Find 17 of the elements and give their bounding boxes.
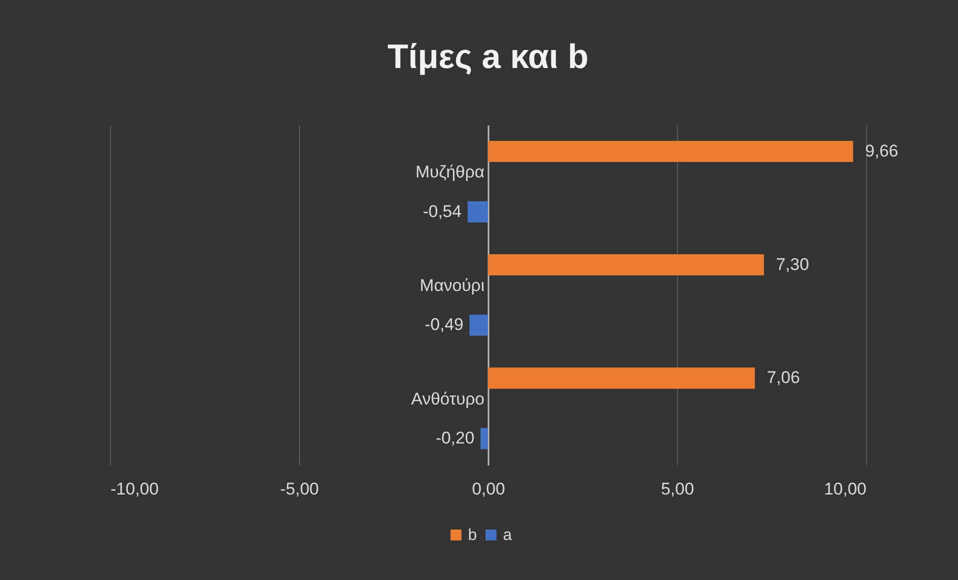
data-label: 7,06 bbox=[766, 368, 800, 388]
data-label: 9,66 bbox=[865, 141, 898, 160]
x-tick-label: 5,00 bbox=[660, 480, 694, 498]
legend-label: b bbox=[468, 527, 477, 544]
x-tick-label: -10,00 bbox=[110, 480, 159, 498]
x-tick-label: 10,00 bbox=[824, 480, 866, 498]
x-tick-label: -5,00 bbox=[280, 480, 319, 498]
chart-title: Τίμες a και b bbox=[387, 38, 589, 76]
y-tick-label: Ανθότυρο bbox=[411, 389, 484, 408]
y-tick-label: Μυζήθρα bbox=[415, 162, 485, 182]
x-tick-label: 0,00 bbox=[472, 480, 506, 498]
data-label: 7,30 bbox=[776, 254, 810, 274]
data-label: -0,49 bbox=[424, 315, 464, 334]
y-tick-label: Μανούρι bbox=[420, 276, 485, 295]
legend-label: a bbox=[503, 527, 512, 544]
data-label: -0,20 bbox=[436, 428, 474, 448]
data-label: -0,54 bbox=[422, 202, 462, 221]
